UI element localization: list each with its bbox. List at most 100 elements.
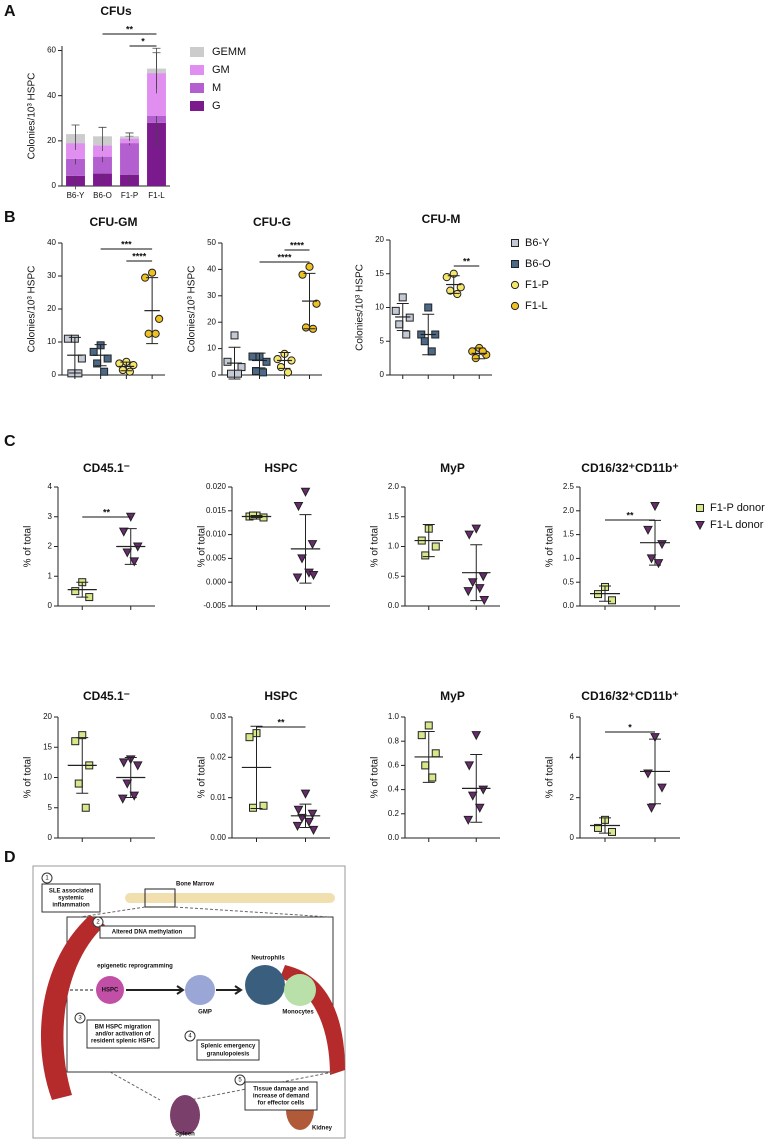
point bbox=[74, 779, 83, 788]
schematic: 1 SLE associated systemic inflammation B… bbox=[32, 865, 346, 1139]
point bbox=[456, 283, 465, 292]
point bbox=[421, 551, 430, 560]
point bbox=[293, 502, 304, 512]
point bbox=[471, 731, 482, 741]
step-number: 2 bbox=[96, 920, 100, 926]
x-tick-label: B6-O bbox=[93, 191, 112, 200]
significance-label: *** bbox=[121, 239, 132, 249]
step-box bbox=[86, 1019, 160, 1049]
cell-label: Neutrophils bbox=[251, 956, 285, 962]
y-tick-label: -0.005 bbox=[203, 601, 226, 610]
step-box bbox=[41, 883, 101, 913]
y-tick-label: 15 bbox=[43, 742, 52, 751]
legend-label: G bbox=[212, 100, 221, 112]
point bbox=[442, 273, 451, 282]
point bbox=[223, 357, 232, 366]
y-axis-label: Colonies/10³ HSPC bbox=[27, 266, 38, 353]
y-tick-label: 0.4 bbox=[388, 785, 400, 794]
chart-title: HSPC bbox=[264, 689, 298, 703]
step: 5 Tissue damage and increase of demand f… bbox=[234, 1074, 318, 1111]
y-tick-label: 1.5 bbox=[563, 530, 575, 539]
y-tick-label: 1 bbox=[48, 571, 53, 580]
legend-label: M bbox=[212, 82, 221, 94]
significance-label: ** bbox=[463, 256, 471, 266]
x-tick-label: F1-P bbox=[121, 191, 138, 200]
legend-swatch bbox=[190, 101, 204, 111]
y-axis-label: % of total bbox=[370, 757, 381, 799]
y-tick-label: 1.0 bbox=[388, 712, 400, 721]
point bbox=[71, 587, 80, 596]
point bbox=[478, 572, 489, 582]
step-box bbox=[244, 1081, 318, 1111]
point bbox=[464, 530, 475, 540]
point bbox=[474, 803, 485, 813]
y-tick-label: 2.5 bbox=[563, 482, 575, 491]
y-tick-label: 0.0 bbox=[388, 833, 400, 842]
connector bbox=[79, 906, 146, 918]
chart-title: CD45.1⁻ bbox=[83, 689, 130, 703]
error-bar bbox=[125, 132, 134, 140]
step-number: 5 bbox=[238, 1078, 242, 1084]
y-tick-label: 30 bbox=[47, 271, 56, 280]
point bbox=[308, 825, 319, 835]
legend-label: F1-P bbox=[525, 279, 549, 291]
point bbox=[245, 733, 254, 742]
point bbox=[696, 504, 704, 512]
point bbox=[304, 817, 314, 827]
point bbox=[510, 301, 520, 311]
y-tick-label: 0 bbox=[380, 370, 385, 379]
cell-label: Monocytes bbox=[282, 1010, 314, 1016]
point bbox=[300, 487, 311, 497]
point bbox=[292, 573, 303, 583]
point bbox=[293, 805, 304, 815]
point bbox=[118, 365, 127, 375]
cell-label: GMP bbox=[198, 1010, 212, 1016]
y-tick-label: 2.0 bbox=[388, 482, 400, 491]
point bbox=[252, 367, 260, 376]
error-bar bbox=[71, 124, 80, 144]
point bbox=[155, 314, 164, 323]
panel-label: C bbox=[4, 433, 16, 450]
point bbox=[428, 773, 437, 782]
point bbox=[297, 554, 307, 564]
point bbox=[471, 354, 480, 363]
organ-label: Bone Marrow bbox=[176, 882, 214, 888]
step-text: for effector cells bbox=[258, 1101, 305, 1107]
legend-label: GEMM bbox=[212, 46, 246, 58]
bar-segment bbox=[93, 156, 112, 174]
point bbox=[132, 761, 143, 771]
point bbox=[650, 733, 660, 743]
point bbox=[657, 540, 667, 550]
point bbox=[100, 367, 109, 376]
point bbox=[312, 299, 321, 308]
y-tick-label: 0.6 bbox=[388, 761, 400, 770]
cell bbox=[245, 965, 285, 1005]
step-badge bbox=[74, 1012, 86, 1024]
step-number: 4 bbox=[188, 1034, 192, 1040]
point bbox=[464, 761, 475, 771]
step-text: BM HSPC migration bbox=[95, 1025, 152, 1031]
point bbox=[474, 584, 485, 594]
y-tick-label: 10 bbox=[47, 337, 56, 346]
cell bbox=[185, 975, 215, 1005]
y-tick-label: 10 bbox=[207, 344, 216, 353]
y-tick-label: 0 bbox=[52, 370, 57, 379]
significance-label: **** bbox=[290, 240, 305, 250]
bone bbox=[125, 893, 335, 903]
significance-label: * bbox=[141, 36, 145, 46]
y-tick-label: 20 bbox=[207, 317, 216, 326]
step-text: inflammation bbox=[52, 903, 90, 909]
point bbox=[118, 758, 129, 768]
step-number: 1 bbox=[45, 876, 49, 882]
point bbox=[118, 527, 129, 537]
step-text: increase of demand bbox=[253, 1094, 310, 1100]
point bbox=[421, 761, 430, 770]
y-tick-label: 0 bbox=[48, 833, 53, 842]
y-tick-label: 2 bbox=[570, 793, 575, 802]
point bbox=[608, 827, 616, 836]
step-badge bbox=[92, 916, 104, 928]
y-tick-label: 0.000 bbox=[206, 577, 227, 586]
point bbox=[511, 260, 519, 268]
y-axis-label: % of total bbox=[545, 757, 556, 799]
y-axis-label: % of total bbox=[370, 526, 381, 568]
